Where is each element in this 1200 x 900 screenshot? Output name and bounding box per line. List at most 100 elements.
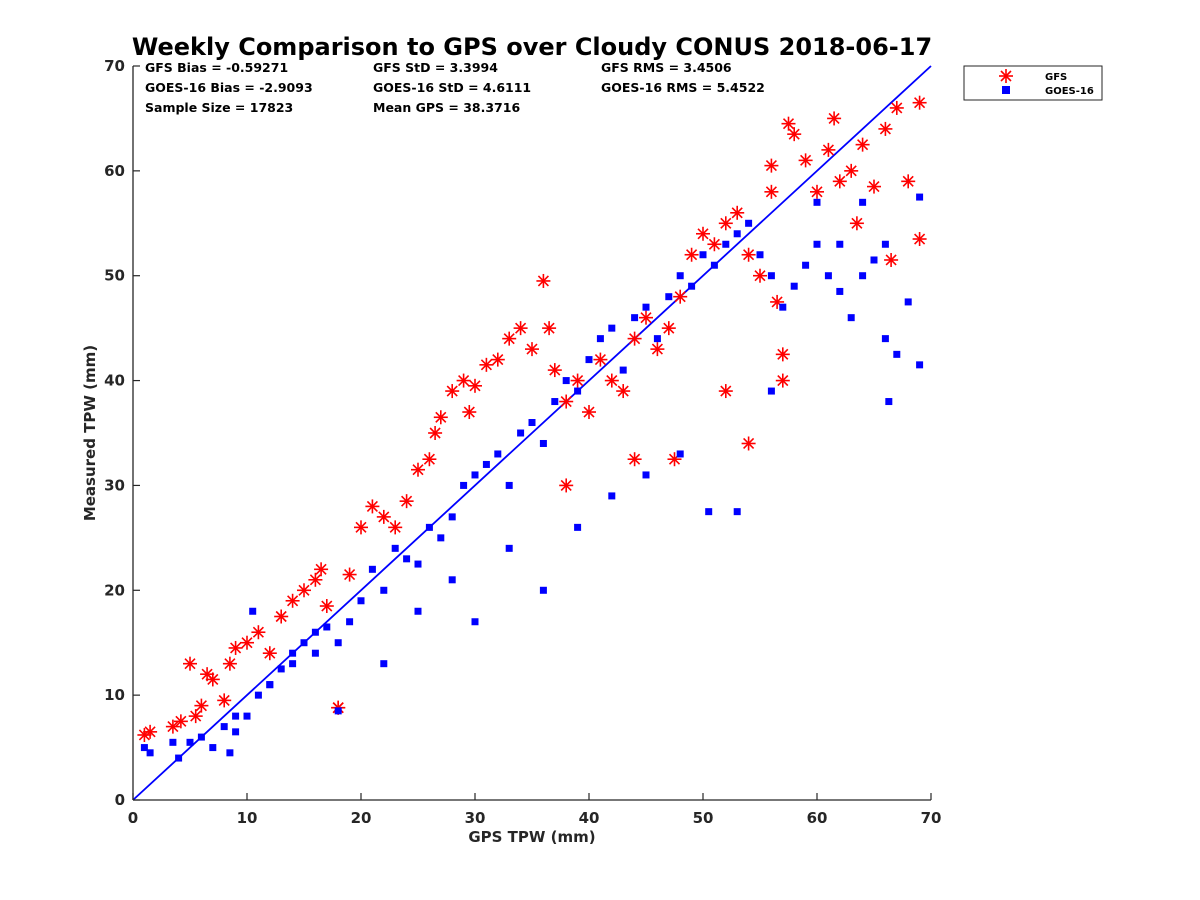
goes16-point [357, 597, 365, 605]
legend-gfs-marker [999, 69, 1013, 83]
gfs-point [399, 494, 414, 509]
goes16-point [146, 749, 154, 757]
gfs-point [468, 378, 482, 393]
goes16-point [665, 293, 673, 301]
x-tick-label: 20 [351, 809, 372, 827]
gfs-point [525, 342, 539, 357]
goes16-point [859, 272, 867, 280]
gfs-point [422, 452, 437, 467]
gfs-point [456, 373, 471, 388]
goes16-point [232, 712, 240, 720]
gfs-point [513, 321, 528, 336]
goes16-point [220, 723, 228, 731]
gfs-point [878, 121, 893, 136]
goes16-point [836, 240, 844, 248]
reference-line-layer [132, 65, 932, 801]
goes16-point [249, 607, 257, 615]
stat-mean-gps: Mean GPS = 38.3716 [373, 100, 520, 115]
gfs-point [639, 310, 653, 325]
goes16-point [226, 749, 234, 757]
gfs-point [764, 184, 779, 199]
goes16-point [403, 555, 411, 563]
y-tick-label: 30 [104, 476, 125, 494]
gfs-point [718, 384, 733, 399]
goes16-point [551, 398, 559, 406]
x-tick-label: 70 [921, 809, 942, 827]
goes16-point [266, 681, 274, 689]
goes16-point [140, 744, 148, 752]
series-goes-16 [140, 193, 924, 762]
y-tick-label: 40 [104, 372, 125, 390]
goes16-point [539, 439, 547, 447]
gfs-point [559, 478, 574, 493]
legend-goes16-label: GOES-16 [1045, 86, 1094, 97]
goes16-point [482, 460, 490, 468]
gfs-point [604, 373, 619, 388]
gfs-point [205, 672, 220, 687]
goes16-point [904, 298, 912, 306]
series-layer [137, 95, 927, 762]
goes16-point [767, 387, 775, 395]
x-tick-label: 50 [693, 809, 714, 827]
gfs-point [165, 719, 180, 734]
gfs-point [542, 321, 557, 336]
stats-block: GFS Bias = -0.59271 GFS StD = 3.3994 GFS… [145, 60, 765, 115]
goes16-point [425, 523, 433, 531]
goes16-point [414, 607, 422, 615]
goes16-point [733, 508, 741, 516]
gfs-point [798, 153, 813, 168]
gfs-point [650, 342, 665, 357]
gfs-point [536, 273, 551, 288]
goes16-point [289, 660, 297, 668]
gfs-point [217, 693, 232, 708]
gfs-point [222, 656, 237, 671]
goes16-point [186, 738, 194, 746]
gfs-point [867, 179, 881, 194]
gfs-point [593, 352, 608, 367]
gfs-point [827, 111, 842, 126]
goes16-point [169, 738, 177, 746]
goes16-point [619, 366, 627, 374]
goes16-point [745, 219, 753, 227]
gfs-point [787, 127, 802, 142]
stat-goes16-rms: GOES-16 RMS = 5.4522 [601, 80, 765, 95]
goes16-point [562, 377, 570, 385]
goes16-point [368, 565, 376, 573]
y-tick-label: 50 [104, 267, 125, 285]
x-tick-label: 0 [128, 809, 138, 827]
goes16-point [539, 586, 547, 594]
goes16-point [885, 398, 893, 406]
gfs-point [376, 509, 391, 524]
goes16-point [596, 335, 604, 343]
goes16-point [197, 733, 205, 741]
goes16-point [505, 544, 513, 552]
x-axis-label: GPS TPW (mm) [468, 828, 595, 846]
gfs-point [844, 163, 859, 178]
stat-sample-size: Sample Size = 17823 [145, 100, 293, 115]
gfs-point [559, 394, 574, 409]
series-gfs [137, 95, 927, 742]
gfs-point [775, 347, 790, 362]
goes16-point [277, 665, 285, 673]
gfs-point [741, 247, 756, 262]
goes16-point [334, 707, 342, 715]
gfs-point [502, 331, 517, 346]
goes16-point [460, 481, 468, 489]
legend-gfs-label: GFS [1045, 72, 1067, 83]
goes16-point [574, 523, 582, 531]
goes16-point [471, 618, 479, 626]
chart-title: Weekly Comparison to GPS over Cloudy CON… [132, 33, 932, 61]
goes16-point [802, 261, 810, 269]
goes16-point [642, 303, 650, 311]
gfs-point [884, 252, 899, 267]
goes16-point [254, 691, 262, 699]
gfs-point [901, 174, 916, 189]
goes16-point [859, 198, 867, 206]
goes16-point [574, 387, 582, 395]
gfs-point [832, 174, 847, 189]
goes16-point [653, 335, 661, 343]
gfs-point [173, 714, 188, 729]
gfs-point [616, 384, 631, 399]
goes16-point [311, 628, 319, 636]
goes16-point [528, 419, 536, 427]
